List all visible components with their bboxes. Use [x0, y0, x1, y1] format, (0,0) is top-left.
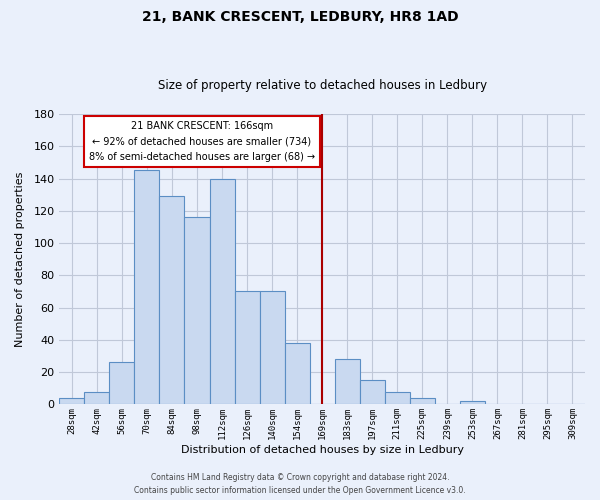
Bar	[410, 398, 435, 404]
Bar	[160, 196, 184, 404]
Text: 21, BANK CRESCENT, LEDBURY, HR8 1AD: 21, BANK CRESCENT, LEDBURY, HR8 1AD	[142, 10, 458, 24]
Bar	[260, 292, 284, 405]
Bar	[235, 292, 260, 405]
Bar	[85, 392, 109, 404]
Bar	[59, 398, 85, 404]
Title: Size of property relative to detached houses in Ledbury: Size of property relative to detached ho…	[158, 79, 487, 92]
Bar	[460, 401, 485, 404]
Bar	[134, 170, 160, 404]
Bar	[184, 218, 209, 404]
Bar	[385, 392, 410, 404]
Y-axis label: Number of detached properties: Number of detached properties	[15, 172, 25, 347]
Bar	[335, 359, 360, 405]
Bar	[109, 362, 134, 405]
Bar	[360, 380, 385, 404]
Text: Contains HM Land Registry data © Crown copyright and database right 2024.
Contai: Contains HM Land Registry data © Crown c…	[134, 474, 466, 495]
Bar	[209, 178, 235, 404]
Text: 21 BANK CRESCENT: 166sqm
← 92% of detached houses are smaller (734)
8% of semi-d: 21 BANK CRESCENT: 166sqm ← 92% of detach…	[89, 121, 315, 162]
X-axis label: Distribution of detached houses by size in Ledbury: Distribution of detached houses by size …	[181, 445, 464, 455]
Bar	[284, 343, 310, 404]
